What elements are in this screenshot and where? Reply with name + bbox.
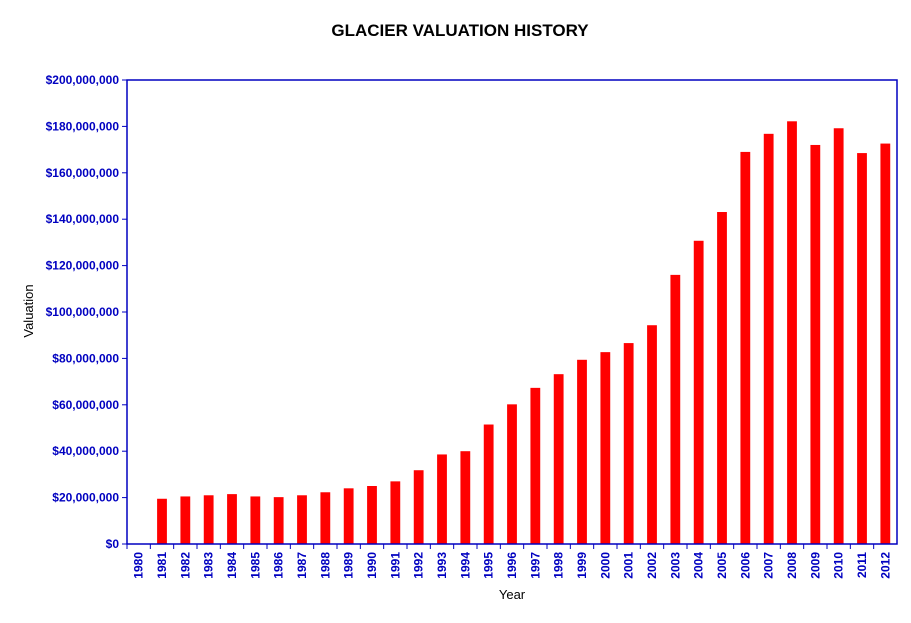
x-tick-label: 1984 [225, 552, 239, 579]
y-ticks-group: $0 $20,000,000 $40,000,000 $60,000,000 $80,0… [46, 73, 127, 551]
y-tick-label: $160,000,000 [46, 166, 120, 180]
plot-area-frame [126, 79, 898, 545]
x-tick-label: 1987 [295, 552, 309, 579]
bar-1981 [157, 498, 167, 544]
bar-2008 [787, 121, 797, 545]
bar-2005 [717, 212, 727, 544]
x-tick-label: 1980 [132, 552, 146, 579]
x-tick-label: 1982 [178, 552, 192, 579]
bar-1996 [507, 404, 517, 544]
x-tick-label: 1993 [435, 552, 449, 579]
bar-2012 [880, 143, 891, 544]
x-tick-label: 1989 [342, 552, 356, 579]
bar-1989 [343, 488, 354, 544]
x-tick-label: 1988 [318, 552, 332, 579]
bar-1988 [320, 492, 331, 544]
x-tick-label: 2012 [878, 552, 892, 579]
x-tick-label: 1997 [528, 552, 542, 579]
x-tick-label: 2010 [832, 552, 846, 579]
bar-1997 [530, 387, 541, 544]
bar-2000 [600, 352, 611, 544]
y-tick-label: $0 [106, 537, 120, 551]
bar-2011 [857, 153, 867, 544]
x-tick-label: 2004 [692, 552, 706, 579]
x-axis-title: Year [499, 587, 526, 602]
x-tick-label: 2002 [645, 552, 659, 579]
bar-2002 [647, 325, 657, 544]
y-tick-label: $120,000,000 [46, 259, 120, 273]
bar-2003 [670, 274, 681, 544]
y-tick-label: $100,000,000 [46, 305, 120, 319]
y-tick-label: $140,000,000 [46, 212, 120, 226]
bar-2006 [740, 151, 751, 545]
bar-1990 [367, 486, 377, 544]
bar-1998 [553, 374, 564, 544]
y-tick-label: $180,000,000 [46, 119, 120, 133]
x-tick-label: 2000 [598, 552, 612, 579]
x-tick-label: 2001 [622, 552, 636, 579]
bar-1985 [250, 496, 261, 544]
bar-1986 [273, 497, 284, 544]
x-ticks-group: 1980 1981 1982 1983 1984 1985 1986 1987 1988 1989… [126, 544, 892, 579]
bar-1982 [180, 496, 191, 544]
y-tick-label: $20,000,000 [52, 491, 119, 505]
x-tick-label: 2011 [855, 552, 869, 578]
bar-2010 [833, 128, 844, 545]
bar-1993 [437, 454, 447, 544]
x-tick-label: 1990 [365, 552, 379, 579]
x-tick-label: 1985 [248, 552, 262, 579]
bar-2001 [623, 343, 634, 544]
y-tick-label: $60,000,000 [52, 398, 119, 412]
x-tick-label: 2003 [668, 552, 682, 579]
x-tick-label: 2008 [785, 552, 799, 579]
bar-1984 [227, 494, 237, 544]
x-tick-label: 1983 [202, 552, 216, 579]
x-tick-label: 1998 [552, 552, 566, 579]
x-tick-label: 2007 [762, 552, 776, 579]
x-tick-label: 2009 [808, 552, 822, 579]
bar-2009 [810, 144, 821, 544]
bar-1987 [297, 495, 307, 544]
x-tick-label: 1981 [155, 552, 169, 579]
x-tick-label: 1986 [272, 552, 286, 579]
x-tick-label: 2006 [738, 552, 752, 579]
bar-2007 [763, 133, 774, 544]
bar-1994 [460, 451, 471, 544]
y-tick-label: $80,000,000 [52, 351, 119, 365]
bar-2004 [693, 240, 704, 544]
x-tick-label: 1995 [482, 552, 496, 579]
x-tick-label: 1996 [505, 552, 519, 579]
bars-group [157, 121, 891, 545]
bar-1983 [203, 495, 214, 544]
x-tick-label: 2005 [715, 552, 729, 579]
bar-1992 [413, 470, 424, 544]
y-tick-label: $40,000,000 [52, 444, 119, 458]
y-tick-label: $200,000,000 [46, 73, 120, 87]
bar-1995 [483, 424, 494, 544]
bar-1999 [577, 359, 587, 544]
y-axis-title: Valuation [21, 284, 36, 337]
x-tick-label: 1992 [412, 552, 426, 579]
bar-1991 [390, 481, 401, 544]
x-tick-label: 1999 [575, 552, 589, 579]
chart-title: GLACIER VALUATION HISTORY [331, 21, 589, 40]
x-tick-label: 1991 [388, 552, 402, 579]
x-tick-label: 1994 [458, 552, 472, 579]
